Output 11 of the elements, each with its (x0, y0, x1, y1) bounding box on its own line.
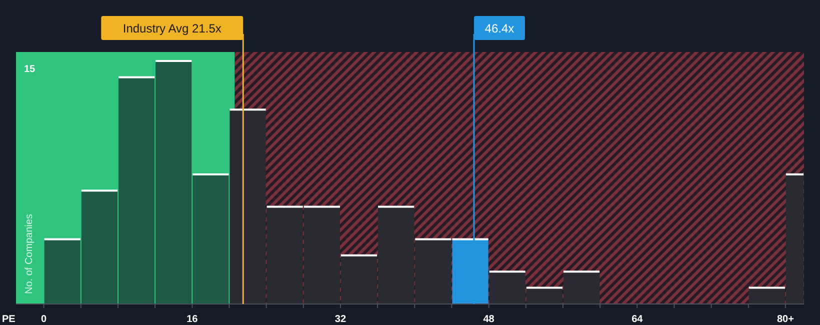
x-tick-label: 80+ (776, 314, 794, 325)
x-tick-label: 16 (186, 314, 198, 325)
ref-line-label: 46.4x (484, 22, 514, 36)
y-axis-title: No. of Companies (24, 214, 35, 294)
ref-line-label: Industry Avg 21.5x (122, 22, 222, 36)
x-axis-title: PE (2, 314, 16, 325)
x-tick-label: 32 (334, 314, 346, 325)
x-tick-label: 0 (41, 314, 48, 325)
x-tick-label: 48 (483, 314, 495, 325)
x-tick-label: 64 (632, 314, 644, 325)
annotation: 15 (24, 64, 36, 75)
